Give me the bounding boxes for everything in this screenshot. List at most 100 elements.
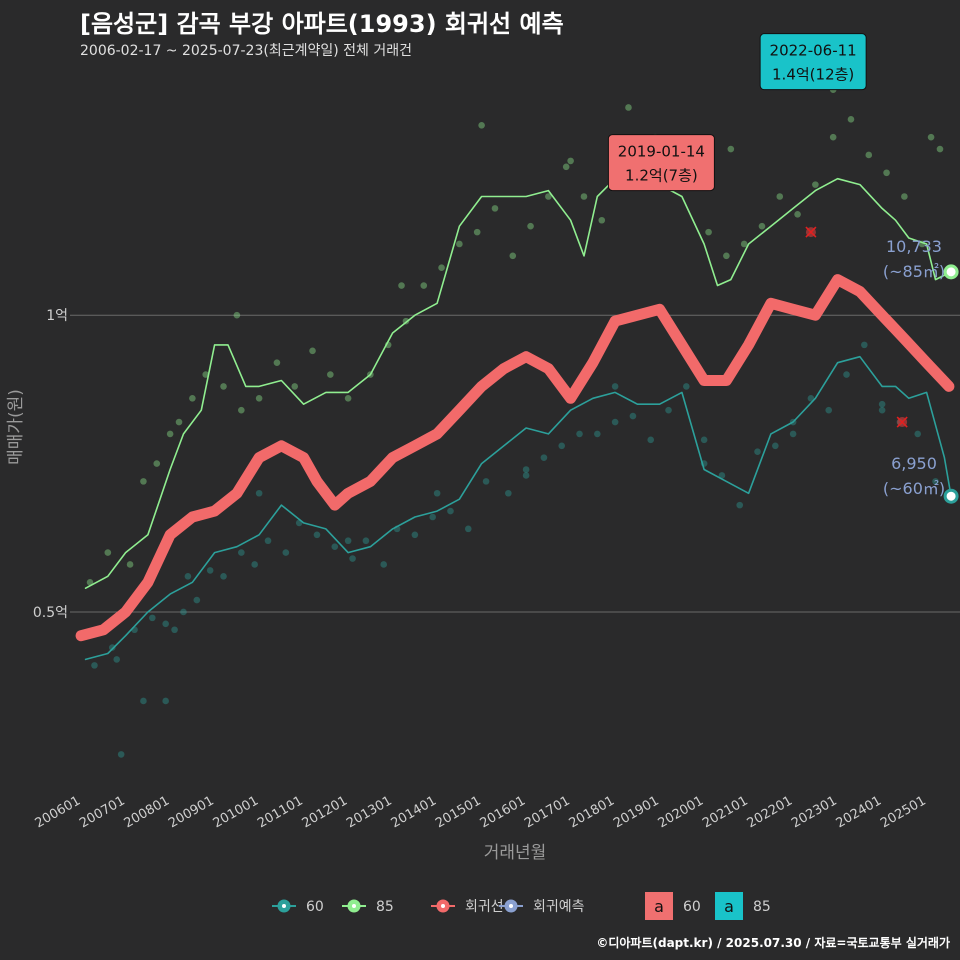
x-tick-label: 201201 [300, 793, 350, 831]
scatter-point-85 [202, 371, 210, 378]
scatter-point-60 [117, 751, 125, 758]
legend-key-center [441, 904, 445, 908]
legend-label-85: 85 [376, 899, 394, 915]
scatter-point-60 [429, 513, 436, 521]
scatter-point-60 [171, 626, 178, 634]
legend-label-회귀예측: 회귀예측 [533, 899, 585, 915]
x-tick-label: 202001 [656, 793, 706, 831]
legend-key-center [509, 904, 513, 908]
scatter-point-85 [527, 222, 534, 230]
scatter-point-60 [411, 531, 419, 539]
scatter-point-85 [233, 311, 241, 319]
legend-label-회귀선: 회귀선 [465, 899, 504, 915]
annotation-box [607, 134, 715, 192]
annotation-date: 2019-01-14 [618, 143, 705, 161]
scatter-point-60 [558, 442, 566, 450]
scatter-point-60 [349, 555, 356, 562]
x-tick-label: 202401 [834, 793, 884, 831]
x-tick-label: 200901 [166, 793, 216, 831]
scatter-point-60 [647, 436, 655, 444]
scatter-point-60 [193, 596, 201, 604]
scatter-point-85 [104, 549, 112, 556]
scatter-point-85 [153, 460, 161, 467]
x-tick-label: 201501 [433, 793, 483, 831]
legend-key-center [352, 904, 356, 908]
scatter-point-85 [705, 228, 712, 236]
scatter-point-60 [108, 644, 116, 651]
series-line-회귀선 [75, 274, 955, 642]
legend-label-item-85: 85 [753, 899, 771, 915]
scatter-point-60 [665, 406, 672, 414]
scatter-point-60 [447, 507, 454, 515]
outlier-cross [805, 226, 817, 238]
y-axis-title: 매매가(원) [6, 389, 26, 465]
scatter-point-85 [509, 252, 517, 260]
highlight-layer [805, 226, 959, 504]
x-tick-label: 200801 [122, 793, 172, 831]
scatter-point-60 [736, 501, 744, 509]
scatter-point-85 [776, 193, 784, 200]
scatter-point-85 [883, 169, 890, 177]
scatter-point-85 [562, 163, 570, 171]
scatter-point-85 [598, 216, 606, 224]
y-tick-layer: 0.5억 1억 [33, 308, 68, 621]
scatter-point-60 [540, 454, 548, 461]
scatter-point-60 [464, 525, 472, 533]
scatter-point-85 [865, 151, 873, 159]
scatter-point-60 [362, 537, 370, 545]
x-tick-label: 202301 [789, 793, 839, 831]
scatter-point-60 [91, 662, 98, 669]
scatter-point-60 [861, 341, 868, 349]
scatter-point-85 [625, 104, 632, 111]
x-tick-layer: 2006012007012008012009012010012011012012… [33, 793, 929, 831]
scatter-point-60 [611, 383, 619, 390]
scatter-point-60 [576, 430, 583, 438]
latest-point-85 [943, 264, 959, 280]
scatter-point-60 [718, 472, 726, 479]
scatter-point-60 [772, 442, 779, 450]
scatter-point-85 [794, 211, 801, 218]
series-line-60 [84, 355, 952, 661]
x-tick-label: 201801 [567, 793, 617, 831]
x-tick-label: 202201 [745, 793, 795, 831]
end-label-value: 10,733 [886, 237, 942, 256]
scatter-layer [86, 86, 944, 758]
x-tick-label: 201901 [611, 793, 661, 831]
annotation-layer: 2019-01-14 1.2억(7층) 2022-06-11 1.4억(12층) 10,… [607, 33, 945, 498]
legend-label-item-60: 60 [683, 899, 701, 915]
scatter-point-60 [282, 549, 290, 556]
scatter-point-85 [86, 578, 94, 586]
scatter-point-85 [567, 157, 574, 165]
scatter-point-60 [113, 656, 121, 663]
scatter-point-85 [126, 561, 134, 568]
scatter-point-85 [344, 394, 352, 402]
scatter-point-60 [683, 383, 690, 390]
scatter-point-60 [344, 537, 352, 545]
scatter-point-85 [901, 193, 908, 200]
scatter-point-85 [291, 383, 299, 390]
x-tick-label: 200701 [77, 793, 127, 831]
scatter-point-60 [162, 697, 169, 705]
scatter-point-60 [611, 418, 619, 426]
y-tick-label: 1억 [46, 308, 68, 324]
scatter-point-60 [184, 573, 192, 580]
chart-subtitle: 2006-02-17 ~ 2025-07-23(최근계약일) 전체 거래건 [80, 43, 412, 59]
scatter-point-85 [727, 145, 735, 153]
scatter-point-85 [829, 133, 837, 141]
scatter-point-85 [309, 347, 316, 355]
scatter-point-60 [878, 406, 886, 414]
scatter-point-60 [522, 466, 530, 473]
scatter-point-60 [255, 489, 263, 497]
scatter-point-85 [327, 371, 334, 378]
annotation-price: 1.2억(7층) [625, 167, 698, 185]
scatter-point-60 [843, 371, 850, 378]
scatter-point-60 [754, 448, 761, 456]
legend-label-key [715, 892, 743, 920]
scatter-point-60 [825, 406, 833, 414]
legend-label-60: 60 [306, 899, 324, 915]
scatter-point-85 [398, 282, 405, 289]
legend-label-key-glyph: a [724, 897, 734, 916]
scatter-point-85 [220, 383, 227, 390]
